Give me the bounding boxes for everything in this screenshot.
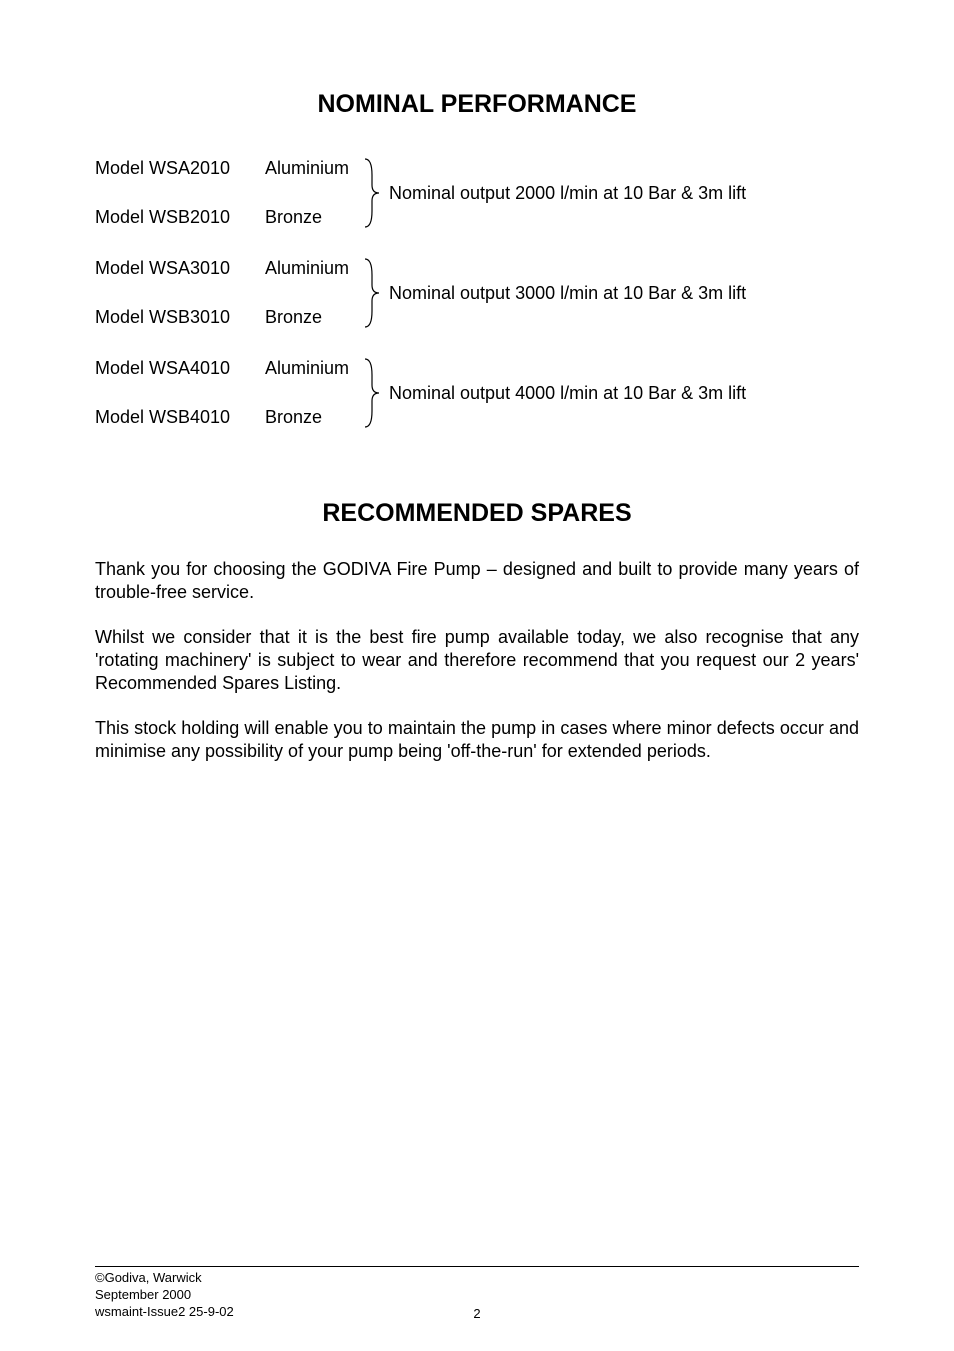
model-block-3: Model WSA4010 Aluminium Model WSB4010 Br… xyxy=(95,357,859,429)
paragraph-3: This stock holding will enable you to ma… xyxy=(95,717,859,763)
model-left-2: Model WSA3010 Aluminium Model WSB3010 Br… xyxy=(95,258,365,328)
brace-icon xyxy=(363,157,381,229)
model-block-2: Model WSA3010 Aluminium Model WSB3010 Br… xyxy=(95,257,859,329)
model-row: Model WSB4010 Bronze xyxy=(95,407,365,428)
model-name: Model WSA2010 xyxy=(95,158,265,179)
model-material: Bronze xyxy=(265,407,365,428)
brace-icon xyxy=(363,357,381,429)
model-name: Model WSB3010 xyxy=(95,307,265,328)
model-name: Model WSB2010 xyxy=(95,207,265,228)
model-row: Model WSB3010 Bronze xyxy=(95,307,365,328)
footer-copyright: ©Godiva, Warwick xyxy=(95,1270,859,1287)
model-material: Aluminium xyxy=(265,158,365,179)
model-row: Model WSB2010 Bronze xyxy=(95,207,365,228)
model-row: Model WSA4010 Aluminium xyxy=(95,358,365,379)
model-material: Aluminium xyxy=(265,358,365,379)
model-name: Model WSA3010 xyxy=(95,258,265,279)
model-name: Model WSA4010 xyxy=(95,358,265,379)
model-material: Bronze xyxy=(265,207,365,228)
model-material: Bronze xyxy=(265,307,365,328)
page: NOMINAL PERFORMANCE Model WSA2010 Alumin… xyxy=(0,0,954,1351)
model-left-1: Model WSA2010 Aluminium Model WSB2010 Br… xyxy=(95,158,365,228)
model-material: Aluminium xyxy=(265,258,365,279)
footer-date: September 2000 xyxy=(95,1287,859,1304)
model-block-1: Model WSA2010 Aluminium Model WSB2010 Br… xyxy=(95,157,859,229)
paragraph-1: Thank you for choosing the GODIVA Fire P… xyxy=(95,558,859,604)
heading-recommended-spares: RECOMMENDED SPARES xyxy=(95,499,859,528)
page-number: 2 xyxy=(0,1303,954,1321)
model-row: Model WSA2010 Aluminium xyxy=(95,158,365,179)
model-row: Model WSA3010 Aluminium xyxy=(95,258,365,279)
paragraph-2: Whilst we consider that it is the best f… xyxy=(95,626,859,695)
nominal-output-text: Nominal output 4000 l/min at 10 Bar & 3m… xyxy=(389,383,746,404)
heading-nominal-performance: NOMINAL PERFORMANCE xyxy=(95,90,859,119)
nominal-output-text: Nominal output 3000 l/min at 10 Bar & 3m… xyxy=(389,283,746,304)
brace-icon xyxy=(363,257,381,329)
nominal-output-text: Nominal output 2000 l/min at 10 Bar & 3m… xyxy=(389,183,746,204)
model-name: Model WSB4010 xyxy=(95,407,265,428)
model-left-3: Model WSA4010 Aluminium Model WSB4010 Br… xyxy=(95,358,365,428)
